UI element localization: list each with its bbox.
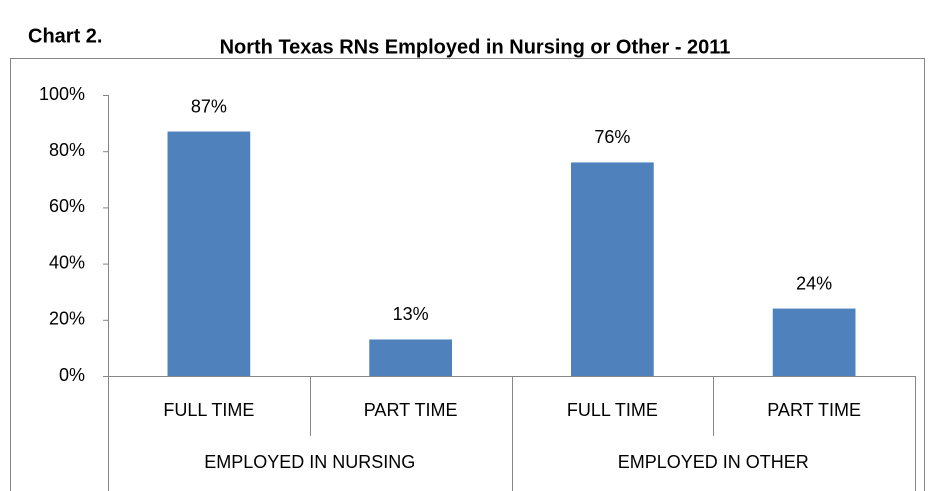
y-tick-label: 60%	[49, 196, 85, 216]
data-label: 87%	[191, 96, 227, 116]
group-label: EMPLOYED IN OTHER	[618, 452, 809, 472]
y-tick-label: 40%	[49, 252, 85, 272]
y-tick-label: 80%	[49, 140, 85, 160]
bar	[167, 131, 251, 376]
y-tick-label: 100%	[39, 84, 85, 104]
x-tick-label: PART TIME	[767, 400, 861, 420]
chart-title: North Texas RNs Employed in Nursing or O…	[220, 36, 731, 58]
x-tick-label: FULL TIME	[163, 400, 254, 420]
x-tick-label: PART TIME	[364, 400, 458, 420]
y-tick-label: 20%	[49, 309, 85, 329]
group-label: EMPLOYED IN NURSING	[204, 452, 415, 472]
bar	[571, 162, 654, 376]
chart-label: Chart 2.	[28, 25, 102, 47]
bar	[772, 308, 856, 376]
header-bg	[0, 0, 935, 58]
chart-frame	[10, 58, 925, 491]
bar	[369, 339, 452, 376]
data-label: 76%	[594, 127, 630, 147]
y-tick-label: 0%	[59, 365, 85, 385]
x-tick-label: FULL TIME	[567, 400, 658, 420]
data-label: 24%	[796, 273, 832, 293]
data-label: 13%	[393, 304, 429, 324]
